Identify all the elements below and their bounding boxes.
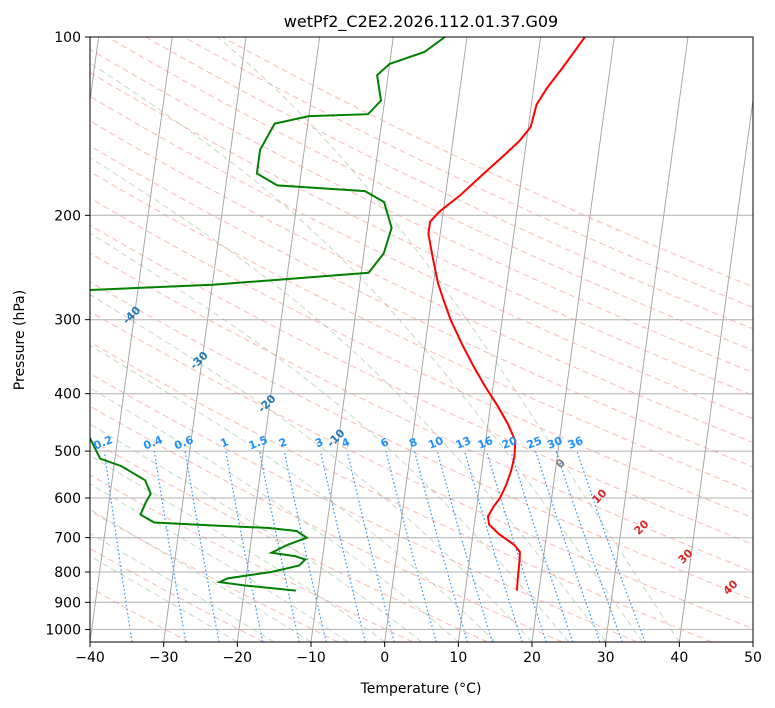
isotherm-line — [163, 37, 247, 642]
dry-adiabat-line — [90, 341, 712, 642]
mixing-ratio-line — [153, 451, 187, 642]
mixing-ratio-lines — [103, 450, 646, 642]
x-tick-label: 40 — [670, 650, 688, 666]
mixing-ratio-line — [436, 450, 493, 642]
dry-adiabat-line — [145, 37, 753, 330]
y-tick-label: 1000 — [45, 622, 81, 638]
dry-adiabat-line — [90, 171, 753, 493]
dry-adiabat-line — [90, 95, 753, 420]
dry-adiabat-line — [90, 281, 753, 601]
mixing-ratio-line — [103, 451, 133, 642]
dry-adiabat-line — [90, 405, 563, 642]
mixing-ratio-label: 3 — [313, 435, 325, 450]
x-tick-label: −30 — [149, 650, 179, 666]
y-axis-label: Pressure (hPa) — [12, 290, 28, 390]
mixing-ratio-line — [576, 450, 646, 642]
mixing-ratio-line — [535, 450, 601, 642]
plot-frame — [89, 36, 754, 643]
moist-adiabats — [90, 37, 680, 642]
moist-adiabat-line — [90, 387, 459, 642]
dry-adiabat-line — [90, 224, 753, 545]
moist-adiabat-line — [90, 532, 275, 642]
dry-adiabat-line — [90, 439, 488, 642]
mixing-ratio-line — [385, 450, 437, 642]
moist-adiabat-line — [90, 344, 496, 642]
mixing-ratio-line — [319, 450, 366, 642]
x-tick-label: 20 — [523, 650, 541, 666]
isotherm-line — [90, 37, 173, 642]
moist-adiabat-line — [90, 232, 570, 642]
dry-adiabat-line — [90, 72, 753, 396]
dry-adiabat-line — [90, 310, 753, 630]
isotherm-line — [678, 96, 753, 642]
isotherm-line — [384, 37, 468, 642]
dewpoint-profile-line — [90, 37, 446, 592]
dry-adiabat-line — [183, 37, 753, 309]
x-tick-label: 30 — [597, 650, 615, 666]
x-tick-label: 10 — [449, 650, 467, 666]
dry-adiabat-line — [90, 252, 753, 573]
mixing-ratio-line — [346, 450, 395, 642]
mixing-ratio-label: 1 — [219, 435, 231, 450]
mixing-ratio-label: 36 — [566, 434, 585, 452]
mixing-ratio-label: 8 — [407, 435, 419, 450]
sounding-profiles — [90, 37, 586, 592]
moist-adiabat-line — [90, 555, 238, 642]
x-tick-label: 0 — [380, 650, 389, 666]
temperature-profile-line — [427, 37, 586, 591]
mixing-ratio-line — [225, 450, 264, 642]
y-tick-label: 900 — [54, 595, 81, 611]
y-tick-label: 800 — [54, 565, 81, 581]
isotherm-line — [605, 37, 689, 642]
x-axis-label: Temperature (°C) — [360, 681, 482, 697]
mixing-ratio-label: 16 — [476, 434, 495, 452]
isotherm-line — [236, 37, 321, 642]
mixing-ratio-label: 25 — [525, 434, 544, 452]
skewed-isotherms — [90, 37, 753, 642]
mixing-ratio-line — [184, 451, 220, 642]
x-tick-label: −40 — [75, 650, 105, 666]
x-tick-label: 50 — [744, 650, 762, 666]
mixing-ratio-line — [258, 450, 300, 642]
moist-adiabat-line — [90, 455, 385, 642]
isotherm-line — [310, 37, 394, 642]
moist-adiabat-line — [90, 423, 422, 642]
mixing-ratio-label: 20 — [500, 434, 519, 452]
y-tick-label: 700 — [54, 531, 81, 547]
moist-adiabat-line — [90, 294, 533, 642]
dry-adiabat-line — [90, 120, 753, 444]
y-tick-label: 100 — [54, 30, 81, 46]
dry-adiabat-line — [107, 37, 753, 351]
y-tick-label: 400 — [54, 387, 81, 403]
chart-title: wetPf2_C2E2.2026.112.01.37.G09 — [284, 12, 558, 32]
mixing-ratio-line — [510, 450, 574, 642]
pressure-gridlines — [90, 37, 753, 630]
y-tick-label: 300 — [54, 313, 81, 329]
x-tick-label: −10 — [296, 650, 326, 666]
mixing-ratio-label: 2 — [277, 435, 289, 450]
x-tick-label: −20 — [223, 650, 253, 666]
mixing-ratio-label: 13 — [454, 434, 473, 452]
y-tick-label: 500 — [54, 444, 81, 460]
moist-adiabat-line — [90, 62, 643, 642]
moist-adiabat-line — [217, 37, 680, 642]
axes: −40 −30 −20 −10 0 10 20 30 40 50 100 200 300 400 500 60… — [45, 30, 762, 666]
dry-adiabat-line — [90, 48, 753, 374]
y-tick-label: 600 — [54, 491, 81, 507]
mixing-ratio-line — [283, 450, 327, 642]
mixing-ratio-label: 10 — [426, 434, 445, 452]
mixing-ratio-line — [555, 450, 623, 642]
mixing-ratio-label: 30 — [545, 434, 564, 452]
dry-adiabat-line — [221, 37, 753, 288]
y-tick-label: 200 — [54, 208, 81, 224]
mixing-ratio-line — [464, 450, 523, 642]
mixing-ratio-line — [413, 450, 469, 642]
isotherm-line — [531, 37, 615, 642]
isotherm-line — [457, 37, 542, 642]
